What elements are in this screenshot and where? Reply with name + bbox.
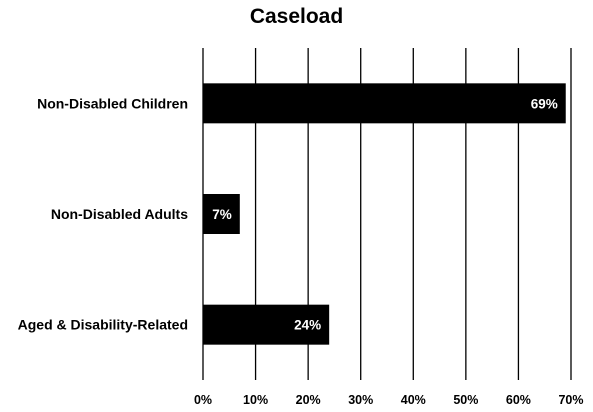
category-label-non-disabled-adults: Non-Disabled Adults <box>51 206 188 222</box>
x-tick-label-20: 20% <box>296 393 321 407</box>
bars <box>203 83 566 345</box>
x-tick-label-0: 0% <box>194 393 212 407</box>
data-label-aged-disability-related: 24% <box>294 318 321 333</box>
data-label-non-disabled-children: 69% <box>531 96 558 111</box>
category-label-aged-disability-related: Aged & Disability-Related <box>18 317 188 333</box>
x-tick-label-10: 10% <box>243 393 268 407</box>
category-label-non-disabled-children: Non-Disabled Children <box>37 95 188 111</box>
bar-non-disabled-children <box>203 83 566 124</box>
data-labels: 69% 7% 24% <box>212 96 557 332</box>
bar-aged-disability-related <box>203 304 330 345</box>
x-tick-label-30: 30% <box>348 393 373 407</box>
x-tick-label-50: 50% <box>453 393 478 407</box>
x-tick-label-40: 40% <box>401 393 426 407</box>
x-tick-label-70: 70% <box>558 393 583 407</box>
x-tick-label-60: 60% <box>506 393 531 407</box>
category-labels: Non-Disabled Children Non-Disabled Adults… <box>18 95 189 332</box>
bar-non-disabled-adults <box>203 194 240 234</box>
chart-title: Caseload <box>249 5 344 28</box>
x-axis-tick-labels: 0% 10% 20% 30% 40% 50% 60% 70% <box>194 393 584 407</box>
data-label-non-disabled-adults: 7% <box>212 207 232 222</box>
